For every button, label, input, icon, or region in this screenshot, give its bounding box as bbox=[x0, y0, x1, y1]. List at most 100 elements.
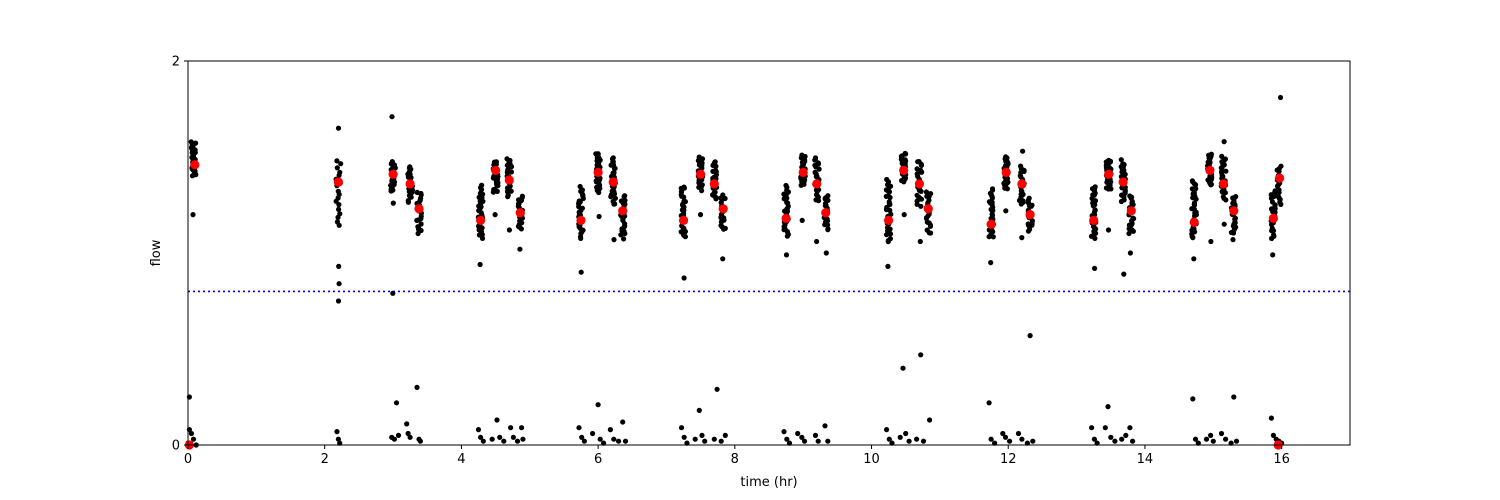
sample-point bbox=[713, 167, 719, 173]
x-tick-label: 6 bbox=[594, 452, 602, 467]
sample-point bbox=[1271, 232, 1277, 238]
sample-point bbox=[720, 256, 726, 262]
sample-point bbox=[1108, 434, 1114, 440]
sample-point bbox=[515, 201, 522, 207]
sample-point bbox=[928, 230, 934, 236]
mean-point bbox=[1126, 206, 1136, 216]
sample-point bbox=[188, 430, 194, 437]
mean-point bbox=[884, 215, 894, 225]
sample-point bbox=[692, 436, 698, 442]
sample-point bbox=[576, 425, 582, 431]
sample-point bbox=[1102, 425, 1108, 431]
sample-point bbox=[505, 167, 511, 173]
sample-point bbox=[712, 189, 718, 195]
sample-point bbox=[681, 184, 687, 190]
sample-point bbox=[1025, 221, 1031, 227]
sample-point bbox=[815, 160, 821, 166]
sample-point bbox=[581, 438, 588, 444]
sample-point bbox=[903, 430, 909, 437]
mean-point bbox=[608, 177, 618, 187]
sample-point bbox=[786, 440, 793, 446]
sample-point bbox=[799, 434, 805, 440]
x-tick-label: 4 bbox=[457, 452, 465, 467]
sample-point bbox=[1189, 178, 1195, 184]
mean-point bbox=[812, 179, 822, 189]
mean-point bbox=[593, 167, 603, 177]
sample-point bbox=[1105, 404, 1111, 410]
x-tick-label: 0 bbox=[184, 452, 192, 467]
sample-point bbox=[475, 427, 482, 433]
mean-point bbox=[899, 165, 909, 175]
sample-point bbox=[901, 212, 907, 218]
sample-point bbox=[611, 436, 617, 442]
sample-point bbox=[1191, 256, 1197, 262]
sample-point bbox=[814, 192, 820, 198]
mean-point bbox=[576, 215, 586, 225]
sample-point bbox=[1278, 163, 1284, 169]
sample-point bbox=[417, 438, 423, 444]
sample-point bbox=[722, 432, 728, 438]
sample-point bbox=[1232, 215, 1238, 221]
sample-point bbox=[590, 430, 596, 437]
mean-point bbox=[515, 208, 525, 218]
sample-point bbox=[1112, 438, 1118, 444]
sample-point bbox=[1230, 237, 1236, 243]
sample-point bbox=[334, 429, 340, 435]
sample-point bbox=[1231, 394, 1237, 400]
sample-point bbox=[576, 198, 582, 204]
sample-point bbox=[1018, 163, 1024, 169]
sample-point bbox=[1119, 436, 1125, 442]
sample-point bbox=[783, 182, 789, 189]
sample-point bbox=[825, 193, 831, 199]
sample-point bbox=[900, 365, 906, 371]
sample-point bbox=[193, 140, 199, 146]
sample-point bbox=[577, 183, 583, 190]
sample-point bbox=[418, 221, 424, 227]
sample-point bbox=[1203, 436, 1210, 442]
sample-point bbox=[898, 153, 905, 159]
sample-point bbox=[596, 213, 602, 220]
sample-point bbox=[338, 161, 344, 167]
sample-point bbox=[1228, 440, 1234, 446]
sample-point bbox=[391, 436, 397, 442]
mean-point bbox=[1268, 213, 1278, 223]
mean-point bbox=[1089, 215, 1099, 225]
sample-point bbox=[597, 436, 603, 442]
sample-point bbox=[1007, 438, 1013, 444]
sample-point bbox=[390, 200, 396, 206]
mean-point bbox=[504, 175, 514, 185]
sample-point bbox=[1026, 195, 1032, 201]
y-tick-label: 0 bbox=[172, 439, 180, 454]
sample-point bbox=[1089, 425, 1095, 431]
sample-point bbox=[886, 436, 892, 442]
mean-point bbox=[1017, 179, 1027, 189]
sample-point bbox=[889, 440, 895, 446]
sample-point bbox=[720, 192, 726, 198]
sample-point bbox=[1120, 161, 1126, 167]
mean-point bbox=[388, 169, 398, 179]
sample-point bbox=[914, 192, 920, 198]
mean-point bbox=[333, 177, 343, 187]
sample-point bbox=[508, 425, 514, 431]
mean-point bbox=[1001, 167, 1011, 177]
sample-point bbox=[812, 432, 819, 438]
sample-point bbox=[1003, 208, 1009, 214]
mean-point bbox=[491, 165, 501, 175]
mean-point bbox=[1189, 217, 1199, 227]
x-tick-label: 16 bbox=[1273, 452, 1290, 467]
sample-point bbox=[622, 193, 628, 199]
sample-point bbox=[618, 232, 624, 238]
sample-point bbox=[928, 191, 934, 197]
sample-point bbox=[1019, 436, 1025, 442]
sample-point bbox=[190, 212, 196, 218]
sample-point bbox=[336, 206, 342, 212]
sample-point bbox=[886, 199, 892, 205]
sample-point bbox=[334, 165, 340, 171]
sample-point bbox=[1223, 436, 1229, 442]
sample-point bbox=[501, 438, 507, 444]
sample-point bbox=[510, 434, 516, 440]
x-tick-label: 8 bbox=[731, 452, 739, 467]
sample-point bbox=[389, 114, 395, 120]
sample-point bbox=[607, 427, 614, 433]
sample-point bbox=[801, 438, 808, 444]
